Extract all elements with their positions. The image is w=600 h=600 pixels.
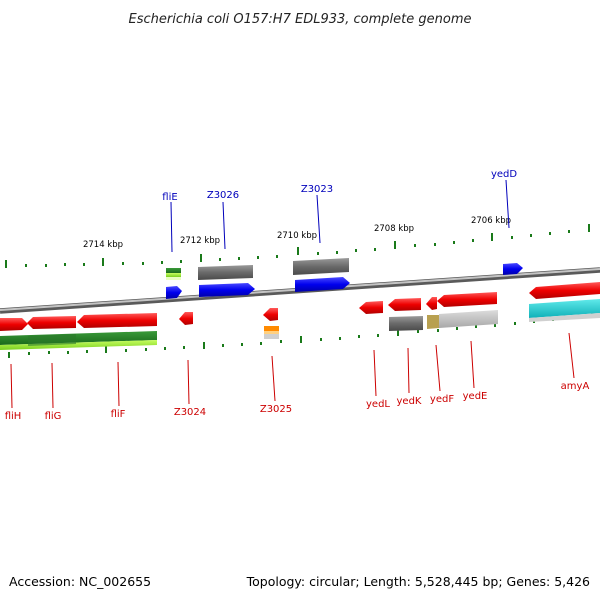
gene-label-yedE[interactable]: yedE [463, 391, 488, 402]
small-orange-feature[interactable] [264, 326, 279, 339]
genome-summary: Topology: circular; Length: 5,528,445 bp… [246, 574, 590, 589]
gene-Z3024[interactable] [179, 312, 193, 325]
gene-label-fliF[interactable]: fliF [111, 409, 126, 420]
gene-label-fliE[interactable]: fliE [162, 192, 177, 203]
gene-yedF[interactable] [426, 297, 437, 310]
gene-label-yedD[interactable]: yedD [491, 169, 517, 180]
gene-label-fliG[interactable]: fliG [45, 411, 62, 422]
scale-label-2714: 2714 kbp [83, 240, 123, 250]
lightgrey-feature-yedE-region[interactable] [439, 310, 498, 328]
olive-feature-yedF-region[interactable] [427, 315, 439, 329]
gene-amyA[interactable] [529, 282, 600, 299]
gene-label-Z3025[interactable]: Z3025 [260, 404, 292, 415]
gene-fliF[interactable] [77, 313, 157, 328]
small-green-feature[interactable] [166, 268, 181, 280]
gene-yedK[interactable] [388, 298, 421, 311]
gene-label-fliH[interactable]: fliH [5, 411, 22, 422]
gene-label-amyA[interactable]: amyA [561, 381, 590, 392]
top-label-lines [170, 179, 510, 253]
scale-label-2710: 2710 kbp [277, 231, 317, 241]
gene-label-yedL[interactable]: yedL [366, 399, 390, 410]
bottom-label-lines [10, 332, 575, 409]
gene-label-Z3023[interactable]: Z3023 [301, 184, 333, 195]
gene-yedL[interactable] [359, 301, 383, 314]
gene-Z3023[interactable] [295, 277, 350, 292]
gene-yedE[interactable] [437, 292, 497, 307]
grey-feature-Z3023-region[interactable] [293, 258, 349, 275]
scale-label-2712: 2712 kbp [180, 236, 220, 246]
upper-tick-row [5, 224, 590, 268]
gene-fliG[interactable] [27, 316, 76, 329]
grey-feature-Z3026-region[interactable] [198, 265, 253, 280]
accession-label: Accession: NC_002655 [9, 574, 151, 589]
gene-Z3026[interactable] [199, 283, 255, 297]
map-title: Escherichia coli O157:H7 EDL933, complet… [129, 12, 472, 27]
gene-label-yedF[interactable]: yedF [430, 394, 454, 405]
gene-yedD[interactable] [503, 263, 523, 275]
grey-feature-yedK-region[interactable] [389, 316, 423, 331]
gene-label-yedK[interactable]: yedK [397, 396, 422, 407]
green-feature-band[interactable] [0, 331, 157, 350]
cyan-feature-shadow [529, 313, 600, 322]
gene-label-Z3026[interactable]: Z3026 [207, 190, 239, 201]
scale-label-2708: 2708 kbp [374, 224, 414, 234]
cyan-feature-amyA-region[interactable] [529, 299, 600, 318]
gene-label-Z3024[interactable]: Z3024 [174, 407, 206, 418]
gene-fliH[interactable] [0, 318, 28, 331]
gene-Z3025[interactable] [263, 308, 278, 321]
gene-fliE[interactable] [166, 286, 182, 299]
scale-label-2706: 2706 kbp [471, 216, 511, 226]
